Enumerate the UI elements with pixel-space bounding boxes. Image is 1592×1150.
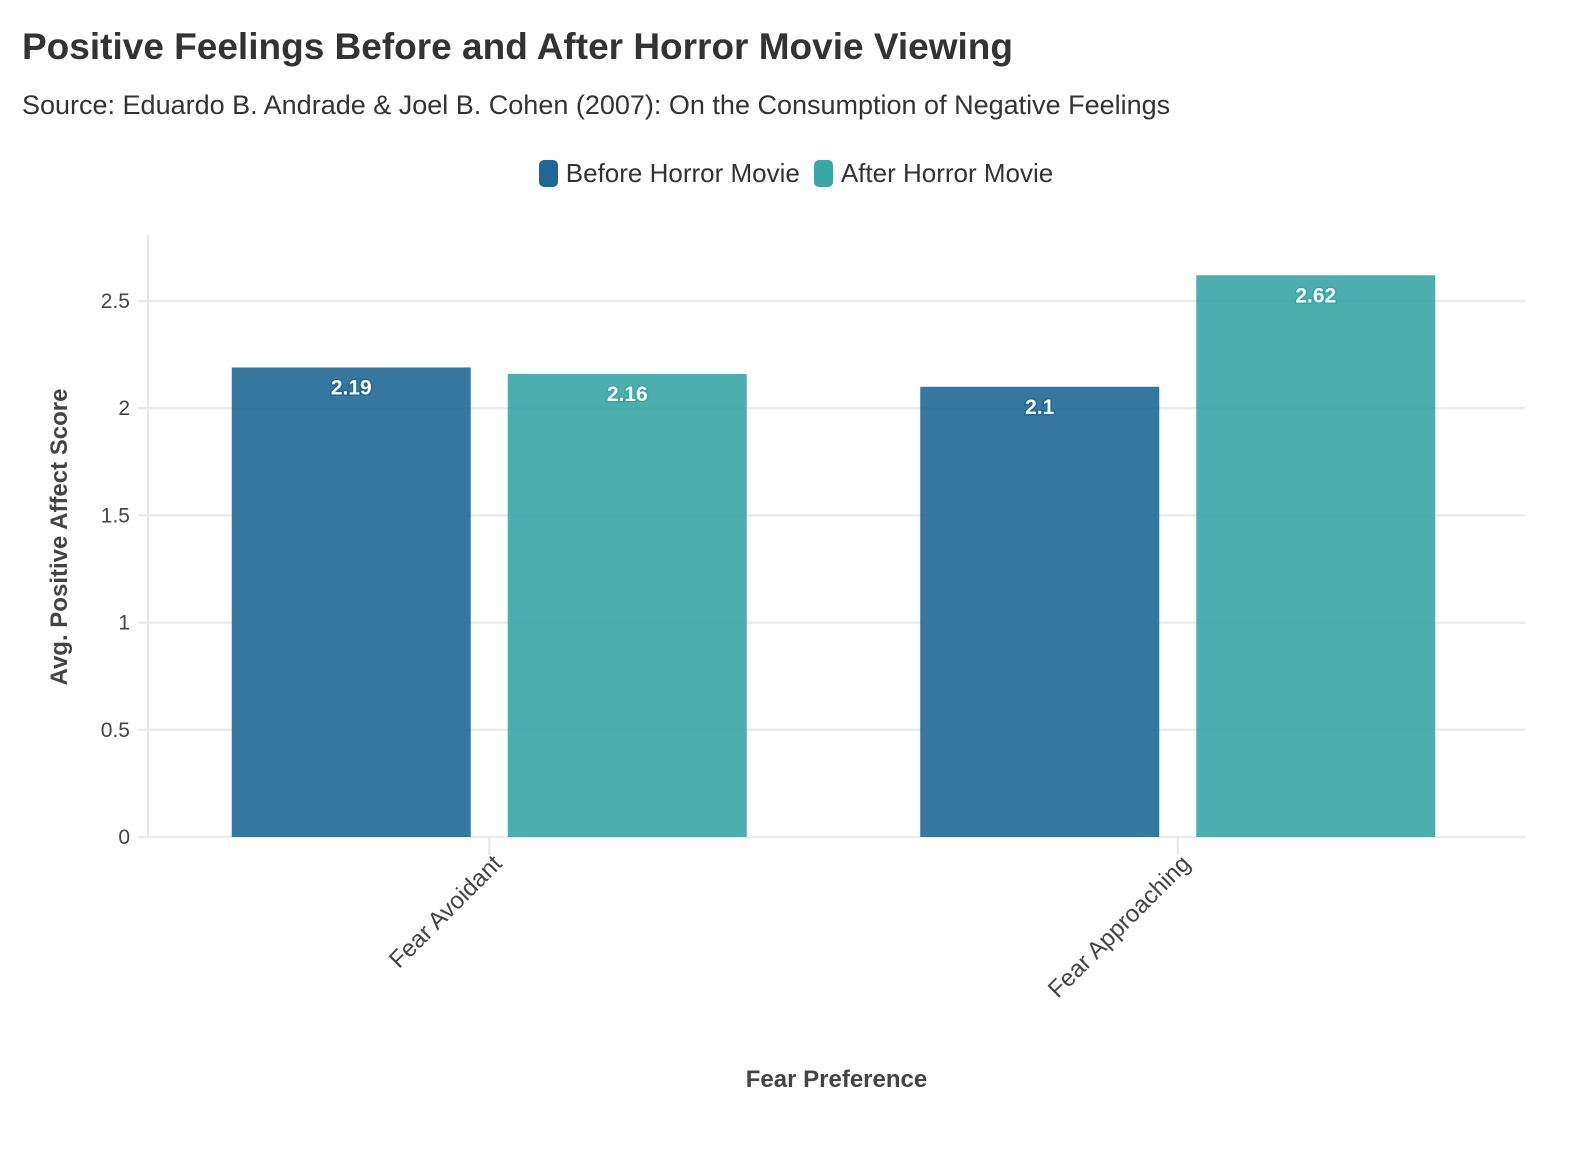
legend-item-after[interactable]: After Horror Movie bbox=[813, 158, 1054, 189]
bar-after[interactable] bbox=[1196, 275, 1436, 838]
y-axis-title: Avg. Positive Affect Score bbox=[46, 389, 73, 686]
x-tick-label: Fear Approaching bbox=[1043, 850, 1196, 1003]
chart-subtitle: Source: Eduardo B. Andrade & Joel B. Coh… bbox=[22, 90, 1171, 120]
legend-item-before[interactable]: Before Horror Movie bbox=[538, 158, 800, 189]
legend: Before Horror Movie After Horror Movie bbox=[0, 158, 1592, 189]
y-tick-label: 0 bbox=[118, 826, 130, 849]
data-label: 2.1 bbox=[1025, 396, 1055, 419]
x-axis-title: Fear Preference bbox=[746, 1066, 927, 1093]
y-tick-label: 1 bbox=[118, 612, 130, 635]
data-label: 2.16 bbox=[607, 383, 648, 406]
bar-before[interactable] bbox=[231, 367, 471, 837]
y-tick-label: 0.5 bbox=[101, 719, 130, 742]
data-label: 2.19 bbox=[331, 376, 372, 399]
y-tick-label: 1.5 bbox=[101, 504, 130, 527]
y-tick-label: 2 bbox=[118, 397, 130, 420]
legend-swatch-after bbox=[813, 160, 833, 187]
bar-after[interactable] bbox=[507, 373, 747, 837]
chart-title: Positive Feelings Before and After Horro… bbox=[22, 26, 1013, 67]
legend-label-after: After Horror Movie bbox=[840, 158, 1054, 188]
data-label: 2.62 bbox=[1295, 284, 1336, 307]
bar-before[interactable] bbox=[920, 386, 1160, 837]
legend-swatch-before bbox=[538, 160, 558, 187]
legend-label-before: Before Horror Movie bbox=[565, 158, 800, 188]
x-tick-label: Fear Avoidant bbox=[384, 850, 508, 974]
y-tick-label: 2.5 bbox=[101, 290, 130, 313]
